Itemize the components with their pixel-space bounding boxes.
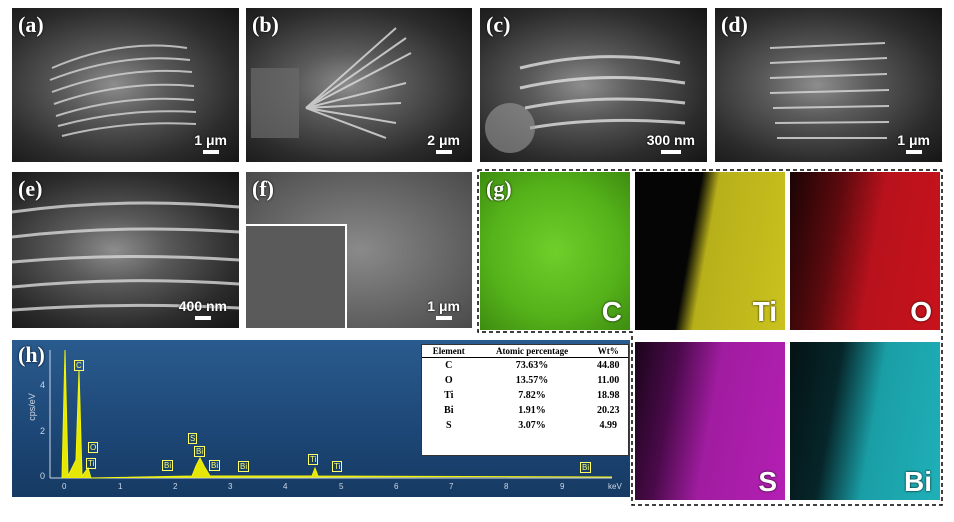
map-element-label: Bi xyxy=(904,466,932,497)
cell: 4.99 xyxy=(599,419,618,431)
cell: 73.63% xyxy=(515,359,549,371)
peak-tag: Bi xyxy=(194,446,206,457)
cell: 1.91% xyxy=(518,404,546,416)
col-element: Element xyxy=(422,345,476,358)
composition-table: Element Atomic percentage Wt% C 73.63% 44.… xyxy=(421,344,629,456)
cell: Ti xyxy=(444,389,454,401)
panel-label-b: (b) xyxy=(252,12,279,37)
peak-tag: Ti xyxy=(332,461,343,472)
cell: 11.00 xyxy=(597,374,620,386)
eds-map-c: (g) C xyxy=(480,172,630,330)
panel-label-a: (a) xyxy=(18,12,44,37)
cell: O xyxy=(444,374,453,386)
panel-label-c: (c) xyxy=(486,12,511,37)
col-wt: Wt% xyxy=(588,345,628,358)
peak-tag: Bi xyxy=(162,460,174,471)
fuzzy-particle-image xyxy=(485,55,686,153)
layered-particle-image-d xyxy=(769,42,890,139)
x-tick: 4 xyxy=(283,482,288,491)
sem-panel-d: (d) 1 μm xyxy=(715,8,942,162)
x-tick: 5 xyxy=(339,482,344,491)
layered-particle-image xyxy=(49,44,197,137)
map-element-label: S xyxy=(758,466,777,497)
table-row: O 13.57% 11.00 xyxy=(422,373,628,388)
panel-label-g: (g) xyxy=(486,176,512,201)
peak-tag: Bi xyxy=(238,461,250,472)
cell: C xyxy=(445,359,453,371)
scale-bar-b: 2 μm xyxy=(427,132,460,154)
map-element-label: Ti xyxy=(752,296,777,327)
fan-particle-image xyxy=(251,27,412,139)
x-tick: 6 xyxy=(394,482,399,491)
y-tick: 4 xyxy=(40,380,46,390)
y-tick: 2 xyxy=(40,426,46,436)
cell: S xyxy=(445,419,452,431)
scale-bar-a: 1 μm xyxy=(194,132,227,154)
x-tick: 8 xyxy=(504,482,509,491)
scale-bar-c: 300 nm xyxy=(647,132,695,154)
scale-bar-d: 1 μm xyxy=(897,132,930,154)
spectrum-plot xyxy=(49,349,613,479)
peak-tag: Ti xyxy=(86,458,97,469)
inset-box xyxy=(246,224,347,328)
sem-panel-c: (c) 300 nm xyxy=(480,8,707,162)
panel-label-f: (f) xyxy=(252,176,274,201)
scale-bar-e: 400 nm xyxy=(179,298,227,320)
cell: 7.82% xyxy=(518,389,546,401)
cell: 13.57% xyxy=(515,374,549,386)
eds-map-s: S xyxy=(635,342,785,500)
table-row: Bi 1.91% 20.23 xyxy=(422,403,628,418)
peak-tag: Bi xyxy=(209,460,221,471)
cell: 44.80 xyxy=(597,359,620,371)
cell: Bi xyxy=(444,404,454,416)
sem-panel-f: (f) 1 μm xyxy=(246,172,472,328)
peak-tag: S xyxy=(188,433,198,444)
x-tick: 1 xyxy=(118,482,123,491)
sem-panel-e: (e) 400 nm xyxy=(12,172,239,328)
table-row: C 73.63% 44.80 xyxy=(422,358,628,373)
y-tick: 0 xyxy=(40,471,46,481)
eds-map-bi: Bi xyxy=(790,342,940,500)
sem-panel-a: (a) 1 μm xyxy=(12,8,239,162)
panel-label-d: (d) xyxy=(721,12,748,37)
x-tick: 7 xyxy=(449,482,454,491)
map-element-label: O xyxy=(910,296,932,327)
x-tick: 0 xyxy=(62,482,67,491)
cell: 18.98 xyxy=(597,389,620,401)
panel-label-e: (e) xyxy=(18,176,43,201)
panel-label-h: (h) xyxy=(18,342,45,367)
sem-panel-b: (b) 2 μm xyxy=(246,8,472,162)
peak-tag: Ti xyxy=(308,454,319,465)
eds-spectrum-panel: (h) cps/eV 4 2 0 C O Ti Bi S Bi Bi Bi Ti… xyxy=(12,340,630,497)
scale-bar-f: 1 μm xyxy=(427,298,460,320)
col-atomic: Atomic percentage xyxy=(475,345,589,358)
x-tick: 9 xyxy=(560,482,565,491)
table-row: S 3.07% 4.99 xyxy=(422,418,628,433)
table-header-row: Element Atomic percentage Wt% xyxy=(422,345,628,358)
map-element-label: C xyxy=(601,296,622,327)
cell: 20.23 xyxy=(597,404,620,416)
x-unit: keV xyxy=(608,482,622,491)
peak-tag: O xyxy=(88,442,99,453)
peak-tag: C xyxy=(74,360,84,371)
nanosheet-layers-image xyxy=(12,201,239,312)
x-tick: 2 xyxy=(173,482,178,491)
cell: 3.07% xyxy=(518,419,546,431)
eds-map-ti: Ti xyxy=(635,172,785,330)
peak-tag: Bi xyxy=(580,462,592,473)
eds-map-o: O xyxy=(790,172,940,330)
x-tick: 3 xyxy=(228,482,233,491)
table-row: Ti 7.82% 18.98 xyxy=(422,388,628,403)
